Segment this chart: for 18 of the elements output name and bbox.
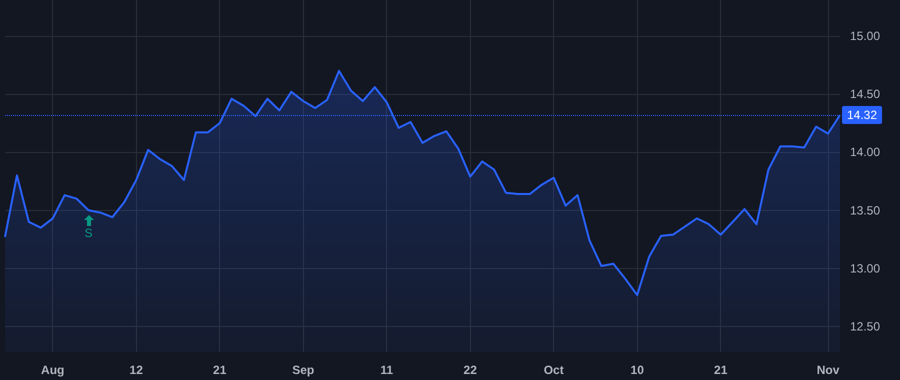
y-tick-label: 13.50 xyxy=(850,203,880,218)
x-tick-label: Oct xyxy=(544,363,564,377)
y-tick-label: 13.00 xyxy=(850,261,880,276)
x-tick-label: Sep xyxy=(292,363,314,377)
x-tick-label: 21 xyxy=(714,363,728,377)
x-tick-label: 10 xyxy=(630,363,644,377)
x-tick-label: Aug xyxy=(41,363,64,377)
annotation: S xyxy=(83,226,94,240)
x-tick-label: 22 xyxy=(464,363,478,377)
x-tick-label: Nov xyxy=(816,363,840,377)
y-tick-label: 12.50 xyxy=(850,319,880,334)
ref-line-label: 14.32 xyxy=(847,108,878,122)
y-tick-label: 15.00 xyxy=(850,29,880,44)
x-tick-label: 11 xyxy=(380,363,394,377)
y-tick-label: 14.00 xyxy=(850,145,880,160)
x-tick-label: 12 xyxy=(130,363,144,377)
y-tick-label: 14.50 xyxy=(850,87,880,102)
x-tick-label: 21 xyxy=(213,363,227,377)
